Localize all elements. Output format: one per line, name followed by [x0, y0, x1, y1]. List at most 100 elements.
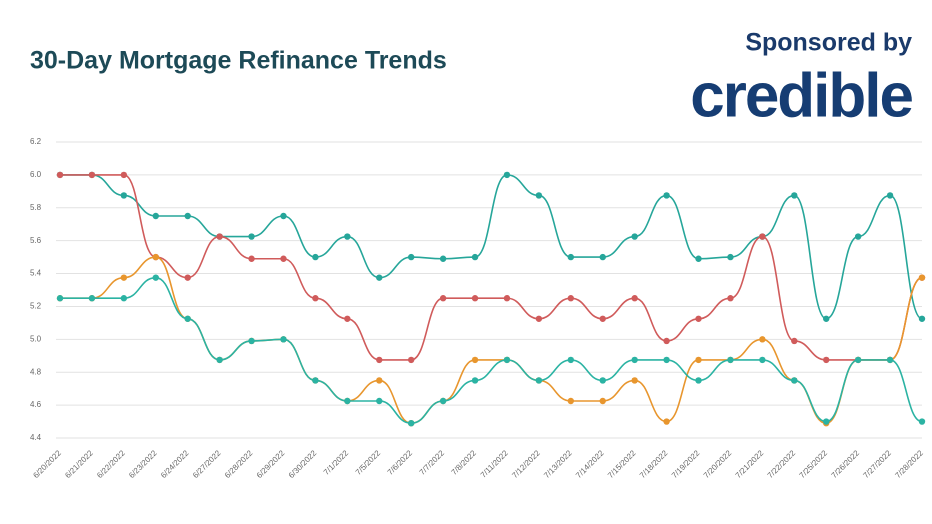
x-tick-label: 7/5/2022 — [354, 448, 383, 477]
x-tick-label: 6/27/2022 — [191, 448, 223, 480]
data-point — [280, 212, 287, 220]
data-point — [631, 233, 638, 240]
data-point — [535, 315, 543, 322]
data-point — [695, 356, 702, 364]
data-point — [56, 171, 64, 179]
sponsor-logo: credible — [690, 61, 912, 130]
data-point — [599, 253, 606, 261]
data-point — [120, 192, 128, 199]
data-point — [280, 255, 287, 262]
data-point — [344, 397, 351, 405]
data-point — [631, 295, 638, 302]
y-tick-label: 5.8 — [30, 203, 42, 212]
data-point — [312, 295, 319, 302]
data-point — [152, 274, 159, 281]
data-point — [471, 356, 479, 364]
data-point — [791, 192, 798, 199]
data-point — [184, 212, 191, 220]
data-point — [439, 295, 447, 302]
data-point — [344, 233, 351, 240]
data-point — [599, 315, 606, 322]
data-point — [727, 253, 734, 261]
x-tick-label: 7/28/2022 — [893, 448, 925, 480]
y-tick-label: 4.6 — [30, 400, 42, 409]
x-tick-label: 7/27/2022 — [861, 448, 893, 480]
data-point — [120, 171, 128, 179]
data-point — [376, 397, 383, 405]
data-point — [886, 192, 894, 199]
data-point — [344, 315, 351, 322]
x-tick-label: 7/14/2022 — [574, 448, 606, 480]
data-point — [471, 253, 479, 261]
data-point — [663, 356, 670, 364]
x-tick-label: 7/15/2022 — [606, 448, 638, 480]
data-point — [376, 356, 383, 364]
data-point — [184, 274, 191, 281]
x-tick-label: 7/21/2022 — [734, 448, 766, 480]
data-point — [120, 274, 128, 281]
data-point — [823, 315, 830, 322]
data-point — [471, 377, 479, 384]
x-tick-label: 6/29/2022 — [255, 448, 287, 480]
x-tick-label: 7/18/2022 — [638, 448, 670, 480]
data-point — [599, 377, 606, 384]
data-point — [503, 171, 511, 179]
x-tick-label: 7/8/2022 — [450, 448, 479, 477]
data-point — [471, 295, 479, 302]
data-point — [407, 356, 415, 364]
data-point — [567, 253, 575, 261]
data-point — [567, 356, 575, 364]
data-point — [886, 356, 894, 364]
x-tick-label: 6/23/2022 — [127, 448, 159, 480]
data-point — [918, 315, 926, 322]
data-point — [759, 336, 766, 343]
data-point — [312, 377, 319, 384]
x-tick-label: 7/12/2022 — [510, 448, 542, 480]
data-point — [567, 295, 575, 302]
data-point — [663, 418, 670, 425]
series-line — [60, 276, 923, 425]
data-point — [248, 255, 255, 262]
x-tick-label: 7/13/2022 — [542, 448, 574, 480]
data-point — [503, 356, 511, 364]
x-tick-label: 7/7/2022 — [418, 448, 447, 477]
y-tick-label: 4.4 — [30, 433, 42, 442]
x-tick-label: 7/26/2022 — [830, 448, 862, 480]
y-tick-label: 5.0 — [30, 334, 42, 343]
x-tick-label: 6/22/2022 — [95, 448, 127, 480]
x-tick-label: 7/20/2022 — [702, 448, 734, 480]
data-point — [599, 397, 606, 405]
data-point — [727, 356, 734, 364]
data-point — [695, 315, 702, 322]
y-tick-label: 5.6 — [30, 236, 42, 245]
data-point — [216, 233, 223, 240]
x-tick-label: 6/24/2022 — [159, 448, 191, 480]
data-point — [759, 233, 766, 240]
y-tick-label: 5.2 — [30, 302, 42, 311]
data-point — [248, 233, 255, 240]
y-tick-label: 4.8 — [30, 367, 42, 376]
y-tick-label: 5.4 — [30, 269, 42, 278]
x-tick-label: 7/1/2022 — [322, 448, 351, 477]
data-point — [56, 295, 64, 302]
data-point — [631, 377, 638, 384]
x-tick-label: 6/21/2022 — [63, 448, 95, 480]
data-point — [88, 171, 96, 179]
data-point — [695, 255, 702, 262]
data-point — [407, 253, 415, 261]
data-point — [918, 274, 926, 281]
data-point — [854, 356, 862, 364]
data-point — [407, 420, 415, 427]
data-point — [280, 336, 287, 343]
data-point — [631, 356, 638, 364]
data-point — [663, 337, 670, 345]
data-point — [376, 377, 383, 384]
data-point — [439, 397, 447, 405]
data-point — [535, 377, 543, 384]
data-point — [152, 253, 159, 261]
data-point — [823, 418, 830, 425]
x-tick-label: 6/28/2022 — [223, 448, 255, 480]
data-point — [695, 377, 702, 384]
x-tick-label: 7/22/2022 — [766, 448, 798, 480]
x-tick-label: 6/30/2022 — [287, 448, 319, 480]
